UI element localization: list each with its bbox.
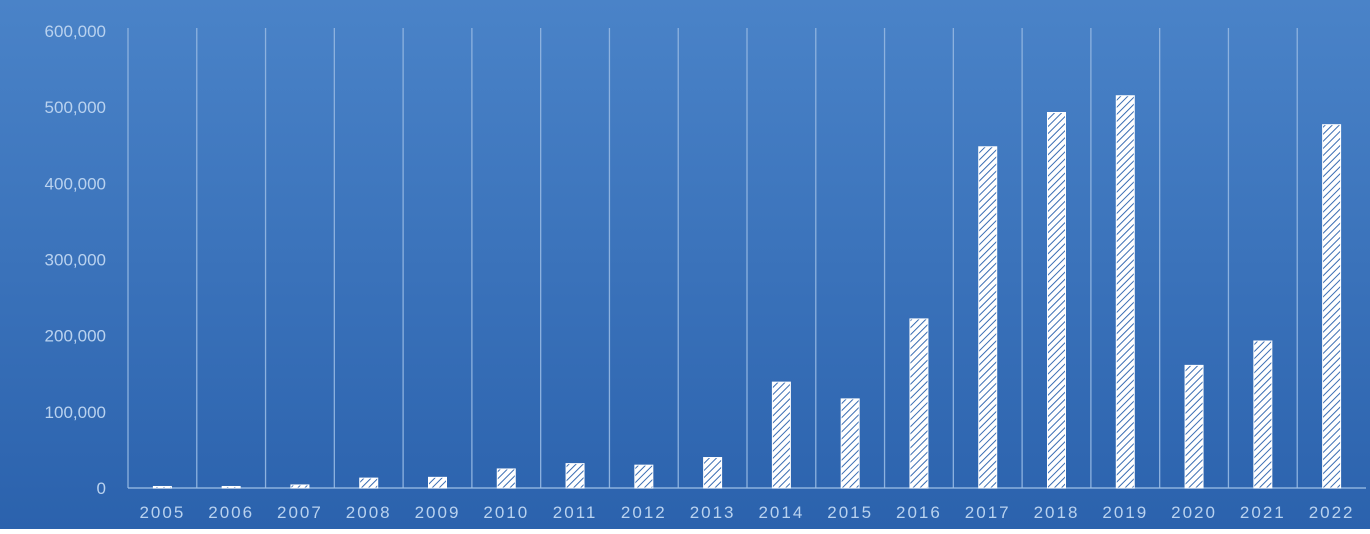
x-tick-label: 2005 — [139, 503, 185, 522]
x-tick-label: 2007 — [277, 503, 323, 522]
x-tick-label: 2006 — [208, 503, 254, 522]
bar-2010 — [496, 468, 516, 489]
x-tick-label: 2010 — [483, 503, 529, 522]
bar-2020 — [1184, 364, 1204, 489]
x-tick-label: 2017 — [965, 503, 1011, 522]
x-tick-label: 2015 — [827, 503, 873, 522]
bar-2015 — [840, 398, 860, 489]
bar-2017 — [978, 146, 998, 489]
x-tick-label: 2013 — [690, 503, 736, 522]
bar-2021 — [1253, 340, 1273, 489]
bars — [152, 95, 1342, 489]
x-tick-label: 2021 — [1240, 503, 1286, 522]
x-tick-label: 2019 — [1102, 503, 1148, 522]
x-tick-label: 2018 — [1034, 503, 1080, 522]
y-tick-label: 600,000 — [45, 22, 106, 41]
bar-2016 — [909, 318, 929, 489]
y-tick-label: 100,000 — [45, 403, 106, 422]
x-tick-label: 2022 — [1309, 503, 1355, 522]
x-tick-label: 2014 — [758, 503, 804, 522]
bar-2008 — [359, 477, 379, 489]
bar-2019 — [1115, 95, 1135, 489]
x-tick-label: 2011 — [553, 503, 598, 522]
bar-2011 — [565, 463, 585, 489]
grid-lines — [127, 28, 1366, 489]
bar-2022 — [1322, 124, 1342, 489]
bar-2012 — [634, 464, 654, 489]
bar-2005 — [152, 485, 172, 489]
bar-2018 — [1047, 111, 1066, 489]
x-tick-label: 2012 — [621, 503, 667, 522]
y-axis-tick-labels: 0 100,000 200,000 300,000 400,000 500,000 600,… — [45, 22, 106, 498]
bar-2009 — [428, 476, 447, 489]
bar-2014 — [771, 381, 791, 489]
bar-2006 — [221, 485, 241, 489]
y-tick-label: 0 — [97, 479, 106, 498]
bar-2013 — [703, 457, 723, 489]
y-tick-label: 400,000 — [45, 174, 106, 193]
x-tick-label: 2016 — [896, 503, 942, 522]
bar-2007 — [290, 484, 310, 489]
x-axis-tick-labels: 2005 2006 2007 2008 2009 2010 2011 2012 2013 2014… — [139, 503, 1355, 522]
x-tick-label: 2008 — [346, 503, 392, 522]
y-tick-label: 500,000 — [45, 98, 106, 117]
y-tick-label: 300,000 — [45, 251, 106, 270]
x-tick-label: 2009 — [415, 503, 461, 522]
y-tick-label: 200,000 — [45, 327, 106, 346]
x-tick-label: 2020 — [1171, 503, 1217, 522]
